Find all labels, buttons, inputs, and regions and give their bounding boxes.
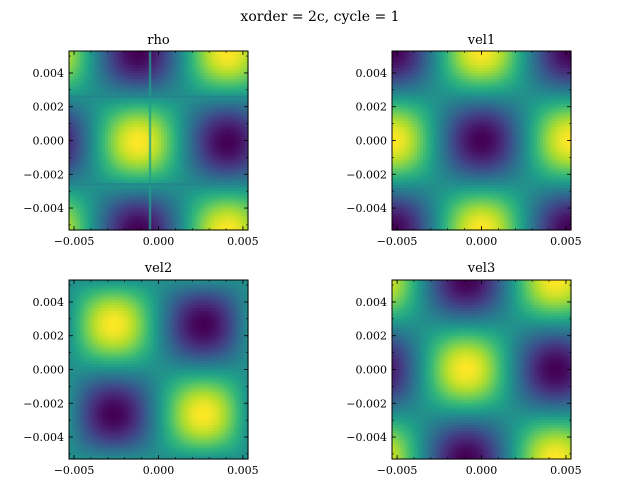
x-tick-label: −0.005 xyxy=(54,235,95,248)
artifact-line-vertical xyxy=(149,51,151,230)
heatmap-image xyxy=(392,51,572,231)
artifact-line-horizontal xyxy=(69,183,248,185)
y-tick-label: −0.004 xyxy=(23,202,64,215)
panel-title: rho xyxy=(147,33,170,48)
x-tick-label: 0.000 xyxy=(143,235,175,248)
artifact-line-horizontal xyxy=(69,95,248,97)
y-tick-label: 0.002 xyxy=(33,101,65,114)
y-tick-label: 0.000 xyxy=(33,135,65,148)
figure-suptitle: xorder = 2c, cycle = 1 xyxy=(240,9,399,25)
y-tick-label: −0.002 xyxy=(23,168,64,181)
y-tick-label: 0.004 xyxy=(33,67,65,80)
panel-rho: −0.005 0.000 0.005 −0.004 −0.002 0.000 0.002 0.… xyxy=(23,33,258,248)
heatmap-image xyxy=(69,51,249,231)
x-tick-label: 0.005 xyxy=(227,235,259,248)
